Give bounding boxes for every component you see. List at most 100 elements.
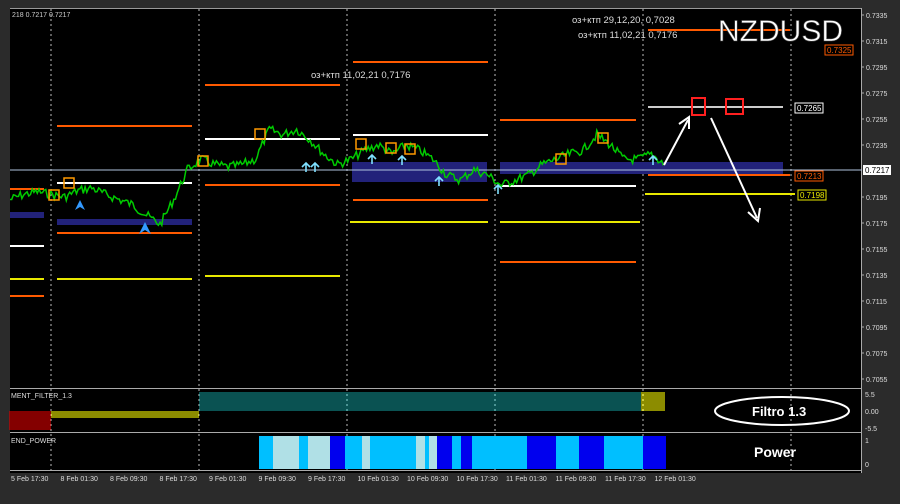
- time-tick-label: 11 Feb 09:30: [556, 476, 597, 483]
- power-axis-tick: 0: [865, 462, 869, 469]
- price-tick-label: 0.7295: [866, 65, 888, 72]
- power-bar: [345, 436, 362, 469]
- filter-label: Filtro 1.3: [752, 404, 806, 419]
- time-tick-label: 8 Feb 01:30: [61, 476, 98, 483]
- time-tick-label: 8 Feb 09:30: [110, 476, 147, 483]
- symbol-title: NZDUSD: [718, 15, 843, 48]
- up-arrow-icon: [434, 175, 444, 186]
- price-tick-label: 0.7275: [866, 91, 888, 98]
- power-bar: [259, 436, 273, 469]
- price-tick-label: 0.7335: [866, 13, 888, 20]
- orange-box-marker: [197, 155, 209, 167]
- time-axis: 5 Feb 17:30 8 Feb 01:30 8 Feb 09:30 8 Feb 1…: [11, 476, 696, 483]
- demand-zone: [57, 219, 192, 225]
- time-tick-label: 11 Feb 01:30: [506, 476, 547, 483]
- time-tick-label: 5 Feb 17:30: [11, 476, 48, 483]
- up-arrow-icon: [397, 154, 407, 165]
- annotation-1: оз+ктп 29,12,20, 0,7028: [572, 15, 675, 26]
- power-bar: [556, 436, 579, 469]
- target-box: [725, 98, 744, 115]
- power-bar: [461, 436, 472, 469]
- demand-zone: [500, 162, 783, 174]
- power-histogram: [259, 436, 666, 469]
- price-tick-label: 0.7135: [866, 273, 888, 280]
- target-box: [691, 97, 706, 116]
- power-bar: [273, 436, 299, 469]
- time-tick-label: 12 Feb 01:30: [655, 476, 696, 483]
- price-tick-label: 0.7195: [866, 195, 888, 202]
- label-resistance: 0.7265: [797, 104, 822, 113]
- time-tick-label: 9 Feb 01:30: [209, 476, 246, 483]
- up-arrow-icon: [648, 154, 658, 165]
- level-labels: 0.7325 0.7265 0.7213 0.7198 0.7217: [794, 44, 891, 201]
- orange-box-marker: [355, 138, 367, 150]
- power-bar: [416, 436, 425, 469]
- time-tick-label: 9 Feb 09:30: [259, 476, 296, 483]
- buy-arrow-icon: [75, 200, 85, 210]
- price-tick-label: 0.7235: [866, 143, 888, 150]
- arrow-markers: [75, 153, 658, 234]
- demand-zone: [352, 162, 487, 182]
- filter-axis-tick: -5.5: [865, 426, 877, 433]
- filter-histogram: [9, 392, 665, 430]
- power-bar: [437, 436, 452, 469]
- price-axis: 0.7335 0.7315 0.7295 0.7275 0.7255 0.7235 0.71…: [861, 13, 888, 384]
- power-bar: [330, 436, 345, 469]
- price-tick-label: 0.7075: [866, 351, 888, 358]
- power-bar: [308, 436, 330, 469]
- power-axis-tick: 1: [865, 438, 869, 445]
- orange-box-marker: [404, 143, 416, 155]
- time-tick-label: 10 Feb 17:30: [457, 476, 498, 483]
- power-bar: [429, 436, 437, 469]
- orange-box-marker: [63, 177, 75, 189]
- time-tick-label: 10 Feb 09:30: [407, 476, 448, 483]
- up-arrow-icon: [301, 161, 311, 172]
- power-bar: [299, 436, 308, 469]
- buy-arrow-icon: [139, 222, 151, 234]
- price-tick-label: 0.7175: [866, 221, 888, 228]
- time-tick-label: 10 Feb 01:30: [358, 476, 399, 483]
- orange-box-marker: [254, 128, 266, 140]
- arrow-head: [678, 115, 690, 129]
- demand-zone: [10, 212, 44, 218]
- filter-ellipse: [714, 396, 850, 426]
- power-bar: [643, 436, 666, 469]
- forecast-drawing: [663, 97, 761, 223]
- up-arrow-icon: [493, 183, 503, 194]
- filter-panel-name: MENT_FILTER_1.3: [11, 393, 72, 400]
- signal-markers: [48, 128, 609, 201]
- orange-box-marker: [555, 153, 567, 165]
- annotation-3: оз+ктп 11,02,21 0,7176: [311, 70, 410, 81]
- price-tick-label: 0.7095: [866, 325, 888, 332]
- up-forecast-arrow: [663, 119, 689, 166]
- up-arrow-icon: [367, 153, 377, 164]
- orange-box-marker: [385, 142, 397, 154]
- period-separators: [50, 9, 792, 470]
- power-bar: [527, 436, 556, 469]
- time-tick-label: 11 Feb 17:30: [605, 476, 646, 483]
- power-panel-name: END_POWER: [11, 438, 56, 445]
- ohlc-header: 218 0.7217 0.7217: [12, 12, 70, 19]
- power-bar: [604, 436, 643, 469]
- time-tick-label: 8 Feb 17:30: [160, 476, 197, 483]
- annotation-2: оз+ктп 11,02,21 0,7176: [578, 30, 677, 41]
- price-series: [10, 125, 665, 228]
- power-bar: [452, 436, 461, 469]
- power-bar: [425, 436, 429, 469]
- label-top: 0.7325: [827, 46, 852, 55]
- time-tick-label: 9 Feb 17:30: [308, 476, 345, 483]
- power-label: Power: [754, 444, 797, 460]
- levels: [10, 29, 862, 297]
- price-tick-label: 0.7315: [866, 39, 888, 46]
- power-bar: [579, 436, 604, 469]
- up-arrow-icon: [310, 161, 320, 172]
- current-price-label: 0.7217: [865, 166, 890, 175]
- zones: [10, 162, 783, 225]
- price-tick-label: 0.7055: [866, 377, 888, 384]
- filter-axis-tick: 0.00: [865, 409, 879, 416]
- arrow-head: [747, 207, 761, 223]
- power-bar: [362, 436, 370, 469]
- power-bar: [472, 436, 527, 469]
- filter-axis-tick: 5.5: [865, 392, 875, 399]
